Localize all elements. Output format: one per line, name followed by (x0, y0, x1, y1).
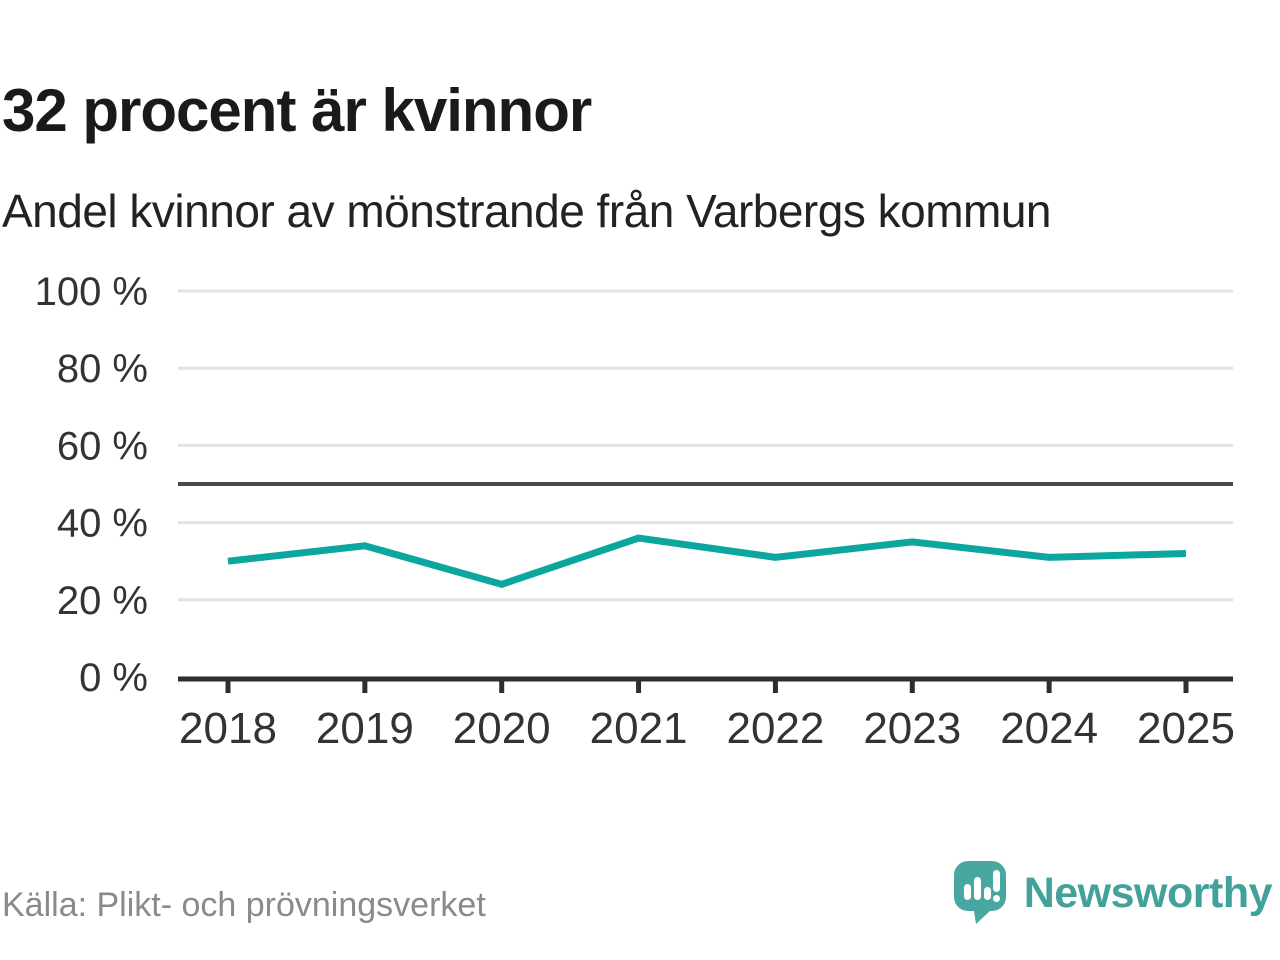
x-tick-label-2023: 2023 (863, 704, 961, 753)
x-axis (178, 676, 1233, 693)
y-axis-labels: 0 % 20 % 40 % 60 % 80 % 100 % (35, 270, 148, 700)
x-tick-label-2020: 2020 (453, 704, 551, 753)
y-tick-label-40: 40 % (57, 502, 148, 546)
y-tick-label-80: 80 % (57, 347, 148, 391)
x-tick-label-2018: 2018 (179, 704, 277, 753)
newsworthy-logo: Newsworthy (953, 860, 1273, 926)
series-line (227, 534, 1187, 589)
x-tick-label-2022: 2022 (726, 704, 824, 753)
source-note: Källa: Plikt- och prövningsverket (2, 886, 486, 924)
logo-bar-3 (983, 887, 991, 900)
x-tick-label-2019: 2019 (316, 704, 414, 753)
gridlines (178, 289, 1233, 602)
y-tick-label-60: 60 % (57, 424, 148, 468)
x-tick-label-2021: 2021 (590, 704, 688, 753)
x-axis-labels: 2018 2019 2020 2021 2022 2023 2024 2025 (179, 704, 1235, 753)
x-tick-label-2025: 2025 (1137, 704, 1235, 753)
newsworthy-logo-icon (953, 861, 1006, 924)
x-tick-label-2024: 2024 (1000, 704, 1098, 753)
logo-bar-2 (973, 877, 981, 900)
logo-exclamation-bar (992, 870, 1000, 892)
logo-exclamation-dot (992, 895, 1000, 902)
chart-subtitle: Andel kvinnor av mönstrande från Varberg… (2, 185, 1052, 237)
newsworthy-logo-text: Newsworthy (1023, 868, 1273, 917)
chart-title: 32 procent är kvinnor (2, 77, 592, 145)
logo-bar-1 (963, 884, 971, 900)
y-tick-label-100: 100 % (35, 270, 148, 314)
data-line-series (227, 534, 1187, 589)
y-tick-label-0: 0 % (79, 656, 148, 700)
y-tick-label-20: 20 % (57, 579, 148, 623)
